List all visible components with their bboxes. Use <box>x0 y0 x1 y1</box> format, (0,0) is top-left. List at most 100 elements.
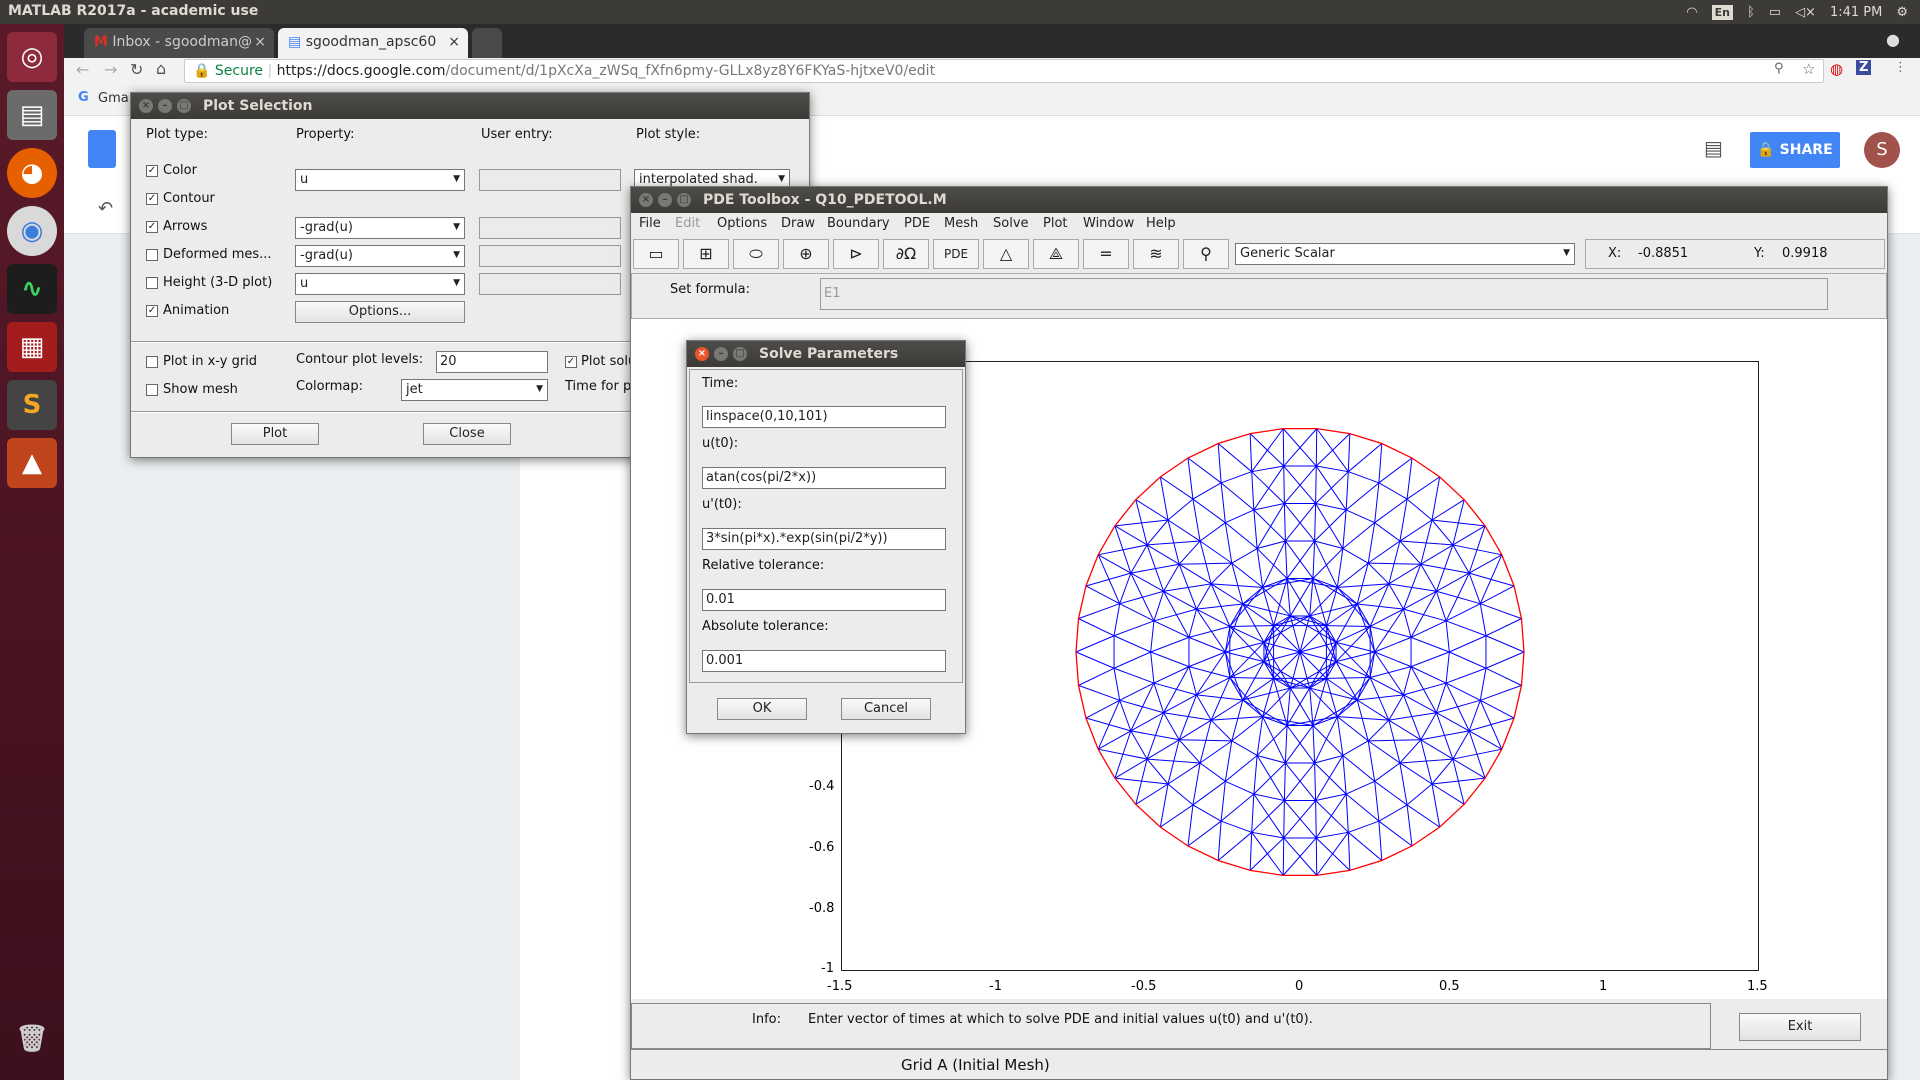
trash-icon[interactable]: 🗑 <box>15 1024 49 1054</box>
back-icon[interactable]: ← <box>76 60 90 79</box>
absolute-tolerance-input[interactable]: 0.001 <box>702 650 946 672</box>
minimize-icon[interactable]: – <box>658 193 672 207</box>
draw-centered-ellipse-icon[interactable]: ⊕ <box>783 239 829 269</box>
udot0-input[interactable]: 3*sin(pi*x).*exp(sin(pi/2*y)) <box>702 528 946 550</box>
comments-icon[interactable]: ▤ <box>1704 136 1723 160</box>
avatar[interactable]: S <box>1864 132 1900 168</box>
extension-icon[interactable]: ◍ <box>1830 60 1844 78</box>
menu-plot[interactable]: Plot <box>1043 216 1068 231</box>
clock[interactable]: 1:41 PM <box>1829 4 1883 20</box>
plot-button[interactable]: Plot <box>231 423 319 445</box>
draw-centered-rectangle-icon[interactable]: ⊞ <box>683 239 729 269</box>
menu-draw[interactable]: Draw <box>781 216 815 231</box>
window-titlebar[interactable]: × – □ Plot Selection <box>131 93 809 119</box>
init-mesh-icon[interactable]: △ <box>983 239 1029 269</box>
close-icon[interactable]: × <box>139 99 153 113</box>
relative-tolerance-input[interactable]: 0.01 <box>702 589 946 611</box>
minimize-icon[interactable]: – <box>158 99 172 113</box>
menu-file[interactable]: File <box>639 216 661 231</box>
system-monitor-icon[interactable]: ∿ <box>7 264 57 314</box>
close-tab-icon[interactable]: × <box>448 34 460 50</box>
volume-icon[interactable]: ◁× <box>1795 4 1816 20</box>
color-checkbox[interactable]: ✓ <box>146 165 158 177</box>
refine-mesh-icon[interactable]: ⟁ <box>1033 239 1079 269</box>
animation-checkbox[interactable]: ✓ <box>146 305 158 317</box>
profile-icon[interactable]: ● <box>1886 30 1900 49</box>
battery-icon[interactable]: ▭ <box>1768 4 1782 20</box>
plot-solution-icon[interactable]: ≋ <box>1133 239 1179 269</box>
menu-pde[interactable]: PDE <box>904 216 931 231</box>
color-property-select[interactable]: u <box>295 169 465 191</box>
deformed-mesh-user-entry[interactable] <box>479 245 621 267</box>
close-icon[interactable]: × <box>695 347 709 361</box>
window-titlebar[interactable]: × – □ PDE Toolbox - Q10_PDETOOL.M <box>631 187 1887 213</box>
menu-help[interactable]: Help <box>1146 216 1176 231</box>
forward-icon[interactable]: → <box>104 60 118 79</box>
height-user-entry[interactable] <box>479 273 621 295</box>
arrows-property-select[interactable]: -grad(u) <box>295 217 465 239</box>
plot-in-xy-grid-checkbox[interactable] <box>146 356 158 368</box>
firefox-icon[interactable]: ◕ <box>7 148 57 198</box>
matlab-icon[interactable]: ▲ <box>7 438 57 488</box>
power-gear-icon[interactable]: ⚙ <box>1896 4 1908 20</box>
files-icon[interactable]: ▤ <box>7 90 57 140</box>
chrome-icon[interactable]: ◉ <box>7 206 57 256</box>
contour-levels-input[interactable]: 20 <box>436 351 548 373</box>
maximize-icon[interactable]: □ <box>177 99 191 113</box>
close-tab-icon[interactable]: × <box>254 34 266 50</box>
arrows-checkbox[interactable]: ✓ <box>146 221 158 233</box>
draw-ellipse-icon[interactable]: ⬭ <box>733 239 779 269</box>
show-mesh-checkbox[interactable] <box>146 384 158 396</box>
close-button[interactable]: Close <box>423 423 511 445</box>
zoom-icon[interactable]: ⚲ <box>1774 61 1784 76</box>
home-icon[interactable]: ⌂ <box>156 59 167 78</box>
share-button[interactable]: 🔒 SHARE <box>1750 132 1840 168</box>
app-window-icon[interactable]: ▦ <box>7 322 57 372</box>
menu-options[interactable]: Options <box>717 216 768 231</box>
deformed-mesh-checkbox[interactable] <box>146 249 158 261</box>
plot-axes[interactable] <box>841 361 1759 971</box>
zoom-icon[interactable]: ⚲ <box>1183 239 1229 269</box>
draw-rectangle-icon[interactable]: ▭ <box>633 239 679 269</box>
colormap-select[interactable]: jet <box>401 379 548 401</box>
new-tab-button[interactable] <box>472 28 502 60</box>
extension-z-icon[interactable]: Z <box>1856 60 1872 75</box>
deformed-mesh-property-select[interactable]: -grad(u) <box>295 245 465 267</box>
menu-mesh[interactable]: Mesh <box>944 216 979 231</box>
menu-solve[interactable]: Solve <box>993 216 1029 231</box>
boundary-mode-icon[interactable]: ∂Ω <box>883 239 929 269</box>
height-3d-checkbox[interactable] <box>146 277 158 289</box>
minimize-icon[interactable]: – <box>714 347 728 361</box>
maximize-icon[interactable]: □ <box>677 193 691 207</box>
docs-logo-icon[interactable] <box>88 130 116 168</box>
undo-icon[interactable]: ↶ <box>98 198 114 219</box>
animation-options-button[interactable]: Options... <box>295 301 465 323</box>
solve-pde-icon[interactable]: = <box>1083 239 1129 269</box>
reload-icon[interactable]: ↻ <box>130 60 144 79</box>
color-user-entry[interactable] <box>479 169 621 191</box>
height-property-select[interactable]: u <box>295 273 465 295</box>
plot-style-select[interactable]: interpolated shad. <box>634 169 790 191</box>
menu-window[interactable]: Window <box>1083 216 1135 231</box>
cancel-button[interactable]: Cancel <box>841 698 931 720</box>
exit-button[interactable]: Exit <box>1739 1013 1861 1041</box>
maximize-icon[interactable]: □ <box>733 347 747 361</box>
u0-input[interactable]: atan(cos(pi/2*x)) <box>702 467 946 489</box>
sublime-text-icon[interactable]: S <box>7 380 57 430</box>
menu-boundary[interactable]: Boundary <box>827 216 890 231</box>
keyboard-language-indicator[interactable]: En <box>1711 4 1733 20</box>
bookmark-star-icon[interactable]: ☆ <box>1802 60 1816 78</box>
time-input[interactable]: linspace(0,10,101) <box>702 406 946 428</box>
address-bar[interactable]: 🔒 Secure | https://docs.google.com/docum… <box>184 59 1824 83</box>
arrows-user-entry[interactable] <box>479 217 621 239</box>
tab-google-doc[interactable]: ▤ sgoodman_apsc60 × <box>278 28 468 60</box>
menu-icon[interactable]: ⋮ <box>1894 60 1907 75</box>
wifi-icon[interactable]: ◠ <box>1686 4 1698 20</box>
tab-gmail-inbox[interactable]: M Inbox - sgoodman@ × <box>84 28 274 60</box>
close-icon[interactable]: × <box>639 193 653 207</box>
ok-button[interactable]: OK <box>717 698 807 720</box>
window-titlebar[interactable]: × – □ Solve Parameters <box>687 341 965 367</box>
ubuntu-dash-icon[interactable]: ◎ <box>7 32 57 82</box>
bookmark-gmail[interactable]: Gma <box>98 91 129 106</box>
pde-spec-button[interactable]: PDE <box>933 239 979 269</box>
